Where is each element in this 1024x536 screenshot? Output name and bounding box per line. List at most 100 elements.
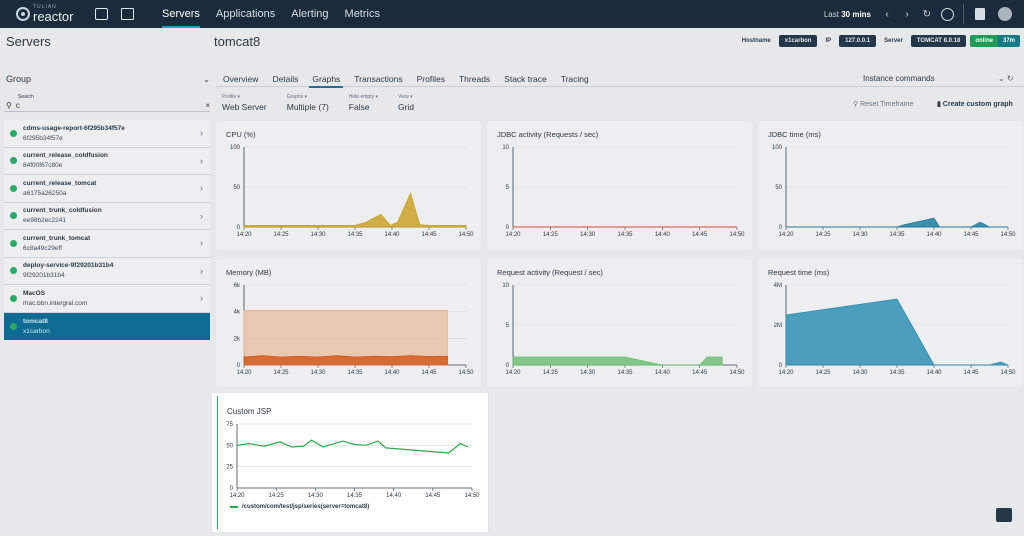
- status-dot: [10, 129, 17, 137]
- tab-overview[interactable]: Overview: [223, 74, 259, 84]
- tab-profiles[interactable]: Profiles: [416, 74, 445, 84]
- logo-small-text: TULIAN: [33, 4, 57, 10]
- profile-filter[interactable]: Profile ▾ Web Server: [222, 94, 267, 112]
- legend-label: /custom/com/test/jsp/series(server=tomca…: [242, 504, 370, 510]
- messages-icon[interactable]: [114, 0, 140, 28]
- y-tick-label: 0: [237, 363, 241, 369]
- x-tick-label: 14:40: [386, 493, 402, 499]
- server-item[interactable]: MacOS mac.bbn.intergral.com ›: [4, 285, 210, 313]
- y-tick-label: 0: [506, 363, 510, 369]
- hide-empty-filter[interactable]: Hide empty ▾ False: [349, 94, 378, 112]
- hostname-value: x1carbon: [778, 35, 818, 47]
- server-item-selected[interactable]: tomcat8 x1carbon: [4, 312, 210, 340]
- series-line: [236, 439, 469, 454]
- uptime-badge: 37m: [997, 35, 1020, 47]
- create-custom-graph-button[interactable]: ▮ Create custom graph: [937, 101, 1013, 108]
- x-tick-label: 14:45: [692, 232, 708, 238]
- search-field[interactable]: ⚲ c ×: [4, 100, 210, 112]
- group-selector[interactable]: Group ⌄: [4, 72, 210, 86]
- tab-graphs[interactable]: Graphs: [305, 71, 347, 88]
- x-tick-label: 14:50: [464, 493, 480, 499]
- chevron-right-icon: ›: [200, 155, 203, 166]
- clear-search-icon[interactable]: ×: [205, 101, 210, 110]
- memory-chart: 0 2k 4k 6k 14:20 14:25 14:30 14:35 14:40 14:45 14:…: [234, 283, 475, 376]
- nav-servers[interactable]: Servers: [154, 0, 208, 28]
- x-tick-label: 14:25: [815, 232, 831, 238]
- server-item[interactable]: deploy-service-9f29201b31b4 9f29201b31b4 …: [4, 257, 210, 285]
- history-clock-icon[interactable]: [937, 0, 957, 28]
- search-input[interactable]: c: [15, 101, 20, 110]
- x-tick-label: 14:45: [963, 232, 979, 238]
- series-area: [512, 356, 723, 366]
- request-activity-chart: 0 5 10 14:20 14:25 14:30 14:35 14:40 14:45 14:50: [502, 283, 745, 376]
- panel-title: Request time (ms): [768, 268, 830, 277]
- series-area: [243, 192, 467, 228]
- document-icon[interactable]: [970, 0, 990, 28]
- tab-details[interactable]: Details: [272, 74, 299, 84]
- previous-range-icon[interactable]: ‹: [885, 8, 889, 20]
- server-item[interactable]: current_trunk_coldfusion ee98b2ec2241 ›: [4, 202, 210, 230]
- request-time-panel: Request time (ms) 0 2M 4M 14:20 14:25 14:30 14…: [758, 259, 1023, 387]
- x-tick-label: 14:40: [384, 370, 400, 376]
- x-tick-label: 14:35: [617, 232, 633, 238]
- series-area: [786, 217, 1008, 228]
- refresh-icon[interactable]: ↻: [922, 8, 932, 20]
- time-range-prefix: Last: [823, 9, 839, 19]
- x-tick-label: 14:20: [229, 493, 245, 499]
- x-tick-label: 14:20: [236, 232, 252, 238]
- y-tick-label: 0: [230, 486, 234, 492]
- instance-commands-dropdown[interactable]: Instance commands: [863, 74, 935, 83]
- chevron-right-icon: ›: [200, 293, 203, 304]
- x-tick-label: 14:25: [543, 232, 559, 238]
- x-tick-label: 14:40: [655, 370, 671, 376]
- server-value: TOMCAT 8.0.18: [910, 35, 967, 47]
- nav-applications[interactable]: Applications: [215, 8, 276, 20]
- nav-alerting[interactable]: Alerting: [291, 8, 329, 20]
- server-item[interactable]: current_release_coldfusion 84f00f67c80e ›: [4, 147, 210, 175]
- chevron-right-icon: ›: [200, 210, 203, 221]
- y-tick-label: 25: [226, 465, 233, 471]
- server-title: tomcat8: [214, 34, 261, 49]
- tab-stack-trace[interactable]: Stack trace: [504, 74, 547, 84]
- series-area: [243, 355, 448, 366]
- server-name: tomcat8: [23, 317, 48, 325]
- chevron-right-icon: ›: [200, 128, 203, 139]
- tab-threads[interactable]: Threads: [458, 74, 491, 84]
- tab-transactions[interactable]: Transactions: [354, 74, 403, 84]
- panel-title: JDBC time (ms): [768, 130, 821, 139]
- chat-icon[interactable]: [996, 508, 1012, 522]
- logo-text: reactor: [33, 9, 74, 24]
- chevron-down-icon[interactable]: ⌄ ↻: [998, 74, 1014, 83]
- custom-jsp-chart: 0 25 50 75 14:20 14:25 14:30 14:35 14:40 14:45 14:…: [226, 422, 480, 499]
- y-tick-label: 50: [775, 185, 782, 191]
- user-avatar[interactable]: [998, 7, 1012, 21]
- server-name: current_trunk_tomcat: [23, 234, 91, 242]
- x-tick-label: 14:50: [458, 370, 474, 376]
- logo-mark-icon: [16, 7, 30, 21]
- x-tick-label: 14:20: [236, 370, 252, 376]
- jdbc-time-chart: 0 50 100 14:20 14:25 14:30 14:35 14:40 14:45 14:5…: [772, 145, 1016, 238]
- server-tabs: Overview Details Graphs Transactions Pro…: [216, 71, 1024, 88]
- server-item[interactable]: cdms-usage-report-6f295b34f57e 6f295b34f5…: [4, 120, 210, 148]
- view-filter[interactable]: View ▾ Grid: [398, 94, 414, 112]
- create-custom-graph-label: Create custom graph: [942, 101, 1013, 108]
- dashboard-icon[interactable]: [88, 0, 114, 28]
- cpu-panel: CPU (%) 0 50 100 14:20 14:25 14:30 14:35 14:40 1…: [216, 121, 481, 249]
- panel-accent-bar: [217, 396, 218, 529]
- graphs-filter[interactable]: Graphs ▾ Multiple (7): [287, 94, 329, 112]
- fusion-reactor-logo[interactable]: TULIAN reactor: [0, 0, 80, 28]
- nav-metrics[interactable]: Metrics: [344, 8, 380, 20]
- server-sidebar: Group ⌄ Search ⚲ c × cdms-usage-report-6…: [4, 72, 210, 340]
- server-item[interactable]: current_release_tomcat a6175a26250a ›: [4, 175, 210, 203]
- next-range-icon[interactable]: ›: [905, 8, 909, 20]
- server-id: 6f295b34f57e: [23, 134, 63, 142]
- tab-tracing[interactable]: Tracing: [560, 74, 589, 84]
- y-tick-label: 50: [233, 185, 240, 191]
- x-tick-label: 14:50: [1000, 370, 1016, 376]
- server-item[interactable]: current_trunk_tomcat 6c8a49c29eff ›: [4, 230, 210, 258]
- chart-legend[interactable]: /custom/com/test/jsp/series(server=tomca…: [230, 504, 369, 510]
- reset-timeframe-button[interactable]: ⚲ Reset Timeframe: [853, 101, 914, 108]
- status-dot: [10, 322, 17, 330]
- time-range-selector[interactable]: Last 30 mins: [824, 10, 877, 19]
- x-tick-label: 14:30: [852, 232, 868, 238]
